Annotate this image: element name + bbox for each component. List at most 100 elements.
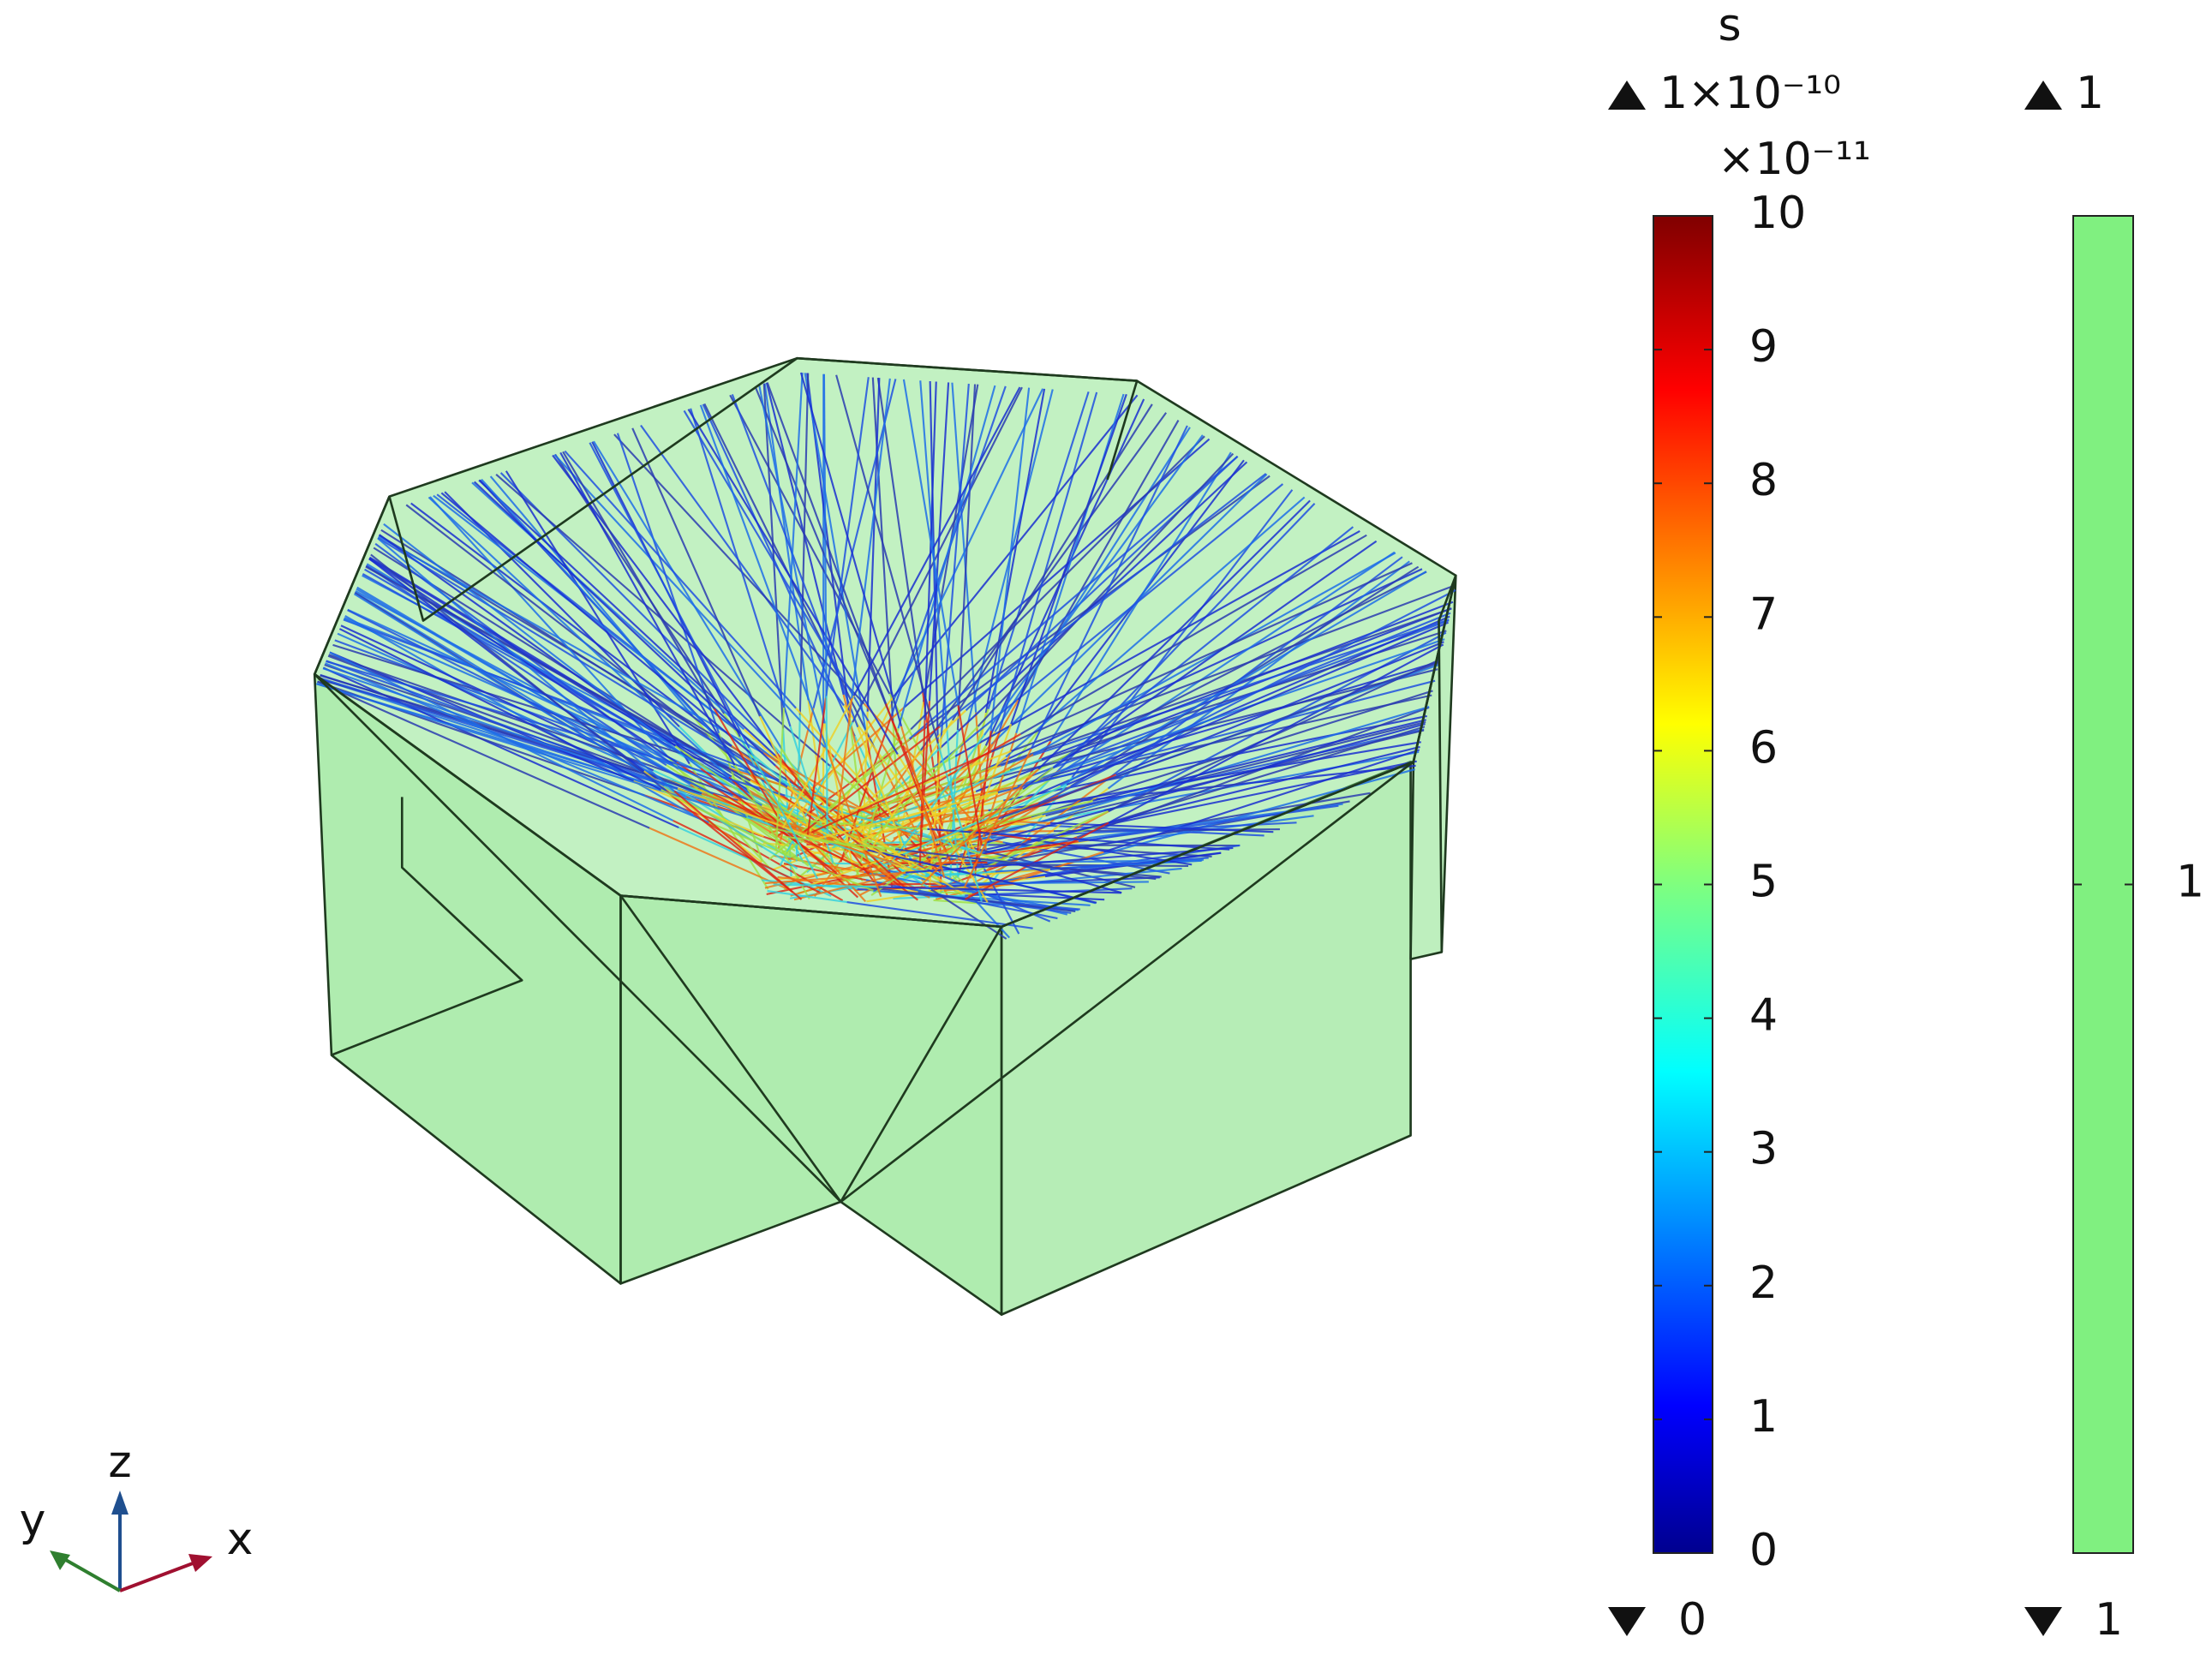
ray	[810, 750, 992, 834]
ray	[354, 591, 661, 780]
ray	[1019, 534, 1367, 735]
x-axis	[119, 1562, 194, 1592]
ray	[956, 384, 977, 731]
tick-label: 2	[1749, 1258, 1778, 1309]
ray	[747, 788, 911, 890]
ray	[665, 790, 794, 893]
color-bar	[2072, 215, 2134, 1554]
ray	[1017, 420, 1180, 701]
ray	[750, 780, 916, 874]
ray	[867, 849, 1097, 904]
ray	[1078, 804, 1339, 843]
ray	[1049, 822, 1274, 834]
ray	[859, 803, 1039, 896]
ray	[677, 787, 829, 845]
ray	[473, 481, 777, 767]
ray	[554, 453, 726, 714]
ray	[383, 523, 702, 769]
front-box	[619, 894, 1003, 1316]
min-triangle	[2024, 1607, 2062, 1636]
ray	[977, 568, 1423, 774]
ray	[998, 391, 1098, 732]
ray	[1031, 694, 1432, 784]
ray	[834, 698, 853, 836]
tick-label: 4	[1749, 990, 1778, 1042]
ray	[774, 765, 906, 888]
ray	[810, 792, 999, 842]
ray	[866, 886, 1076, 912]
ray	[661, 788, 799, 860]
ray	[856, 839, 915, 865]
ray	[957, 705, 983, 845]
ray	[765, 871, 906, 885]
max-label: 1	[2076, 68, 2104, 119]
ray	[867, 720, 948, 855]
ray	[961, 760, 1417, 856]
ray	[924, 381, 937, 720]
ray	[553, 453, 826, 748]
ray	[776, 753, 876, 883]
edge	[313, 496, 1457, 929]
tick-label: 0	[1749, 1525, 1778, 1576]
ray	[631, 427, 761, 717]
ray	[871, 377, 894, 724]
ray	[799, 726, 941, 836]
ray	[908, 456, 1239, 740]
ray	[798, 373, 810, 715]
ray	[1042, 728, 1425, 816]
ray	[786, 786, 964, 894]
ray	[1041, 600, 1454, 761]
ray	[793, 852, 983, 901]
tick-label: 6	[1749, 722, 1778, 774]
ray	[343, 618, 780, 782]
ray	[440, 492, 755, 757]
ray	[963, 748, 1032, 888]
ray	[949, 799, 1093, 837]
min-triangle	[1608, 1607, 1646, 1636]
tick-label: 8	[1749, 455, 1778, 506]
ray	[864, 871, 1076, 912]
tick-label: 3	[1749, 1124, 1778, 1175]
ray	[902, 784, 1067, 856]
color-bar	[1653, 215, 1713, 1554]
ray	[748, 747, 819, 880]
y-label: y	[20, 1495, 46, 1546]
ray	[976, 855, 1020, 935]
tick-label: 1	[2176, 857, 2204, 908]
ray	[1066, 551, 1396, 770]
ray	[353, 593, 666, 787]
ray	[368, 558, 678, 763]
ray	[690, 408, 792, 727]
ray	[663, 785, 798, 869]
ray	[995, 607, 1452, 768]
ray	[798, 819, 928, 830]
ray	[377, 537, 675, 792]
ray	[713, 708, 780, 820]
ray	[593, 440, 783, 750]
ray	[920, 701, 931, 838]
tick-label: 7	[1749, 589, 1778, 640]
ray	[825, 696, 828, 834]
ray	[326, 660, 679, 790]
ray	[699, 404, 828, 750]
ray	[994, 427, 1191, 732]
ray	[989, 387, 1031, 732]
ray	[1010, 393, 1127, 725]
ray	[1028, 741, 1422, 810]
ray	[365, 565, 751, 782]
ray	[640, 424, 845, 707]
max-triangle	[1608, 81, 1646, 110]
ray	[322, 667, 728, 808]
ray	[343, 618, 762, 807]
y-axis	[63, 1557, 121, 1592]
unit-label: s	[1718, 0, 1741, 51]
ray	[377, 536, 788, 788]
ray	[981, 745, 1420, 855]
ray	[1037, 499, 1311, 770]
ray	[1015, 393, 1125, 734]
ray	[317, 680, 650, 829]
ray	[910, 435, 1205, 731]
ray	[927, 828, 1230, 851]
